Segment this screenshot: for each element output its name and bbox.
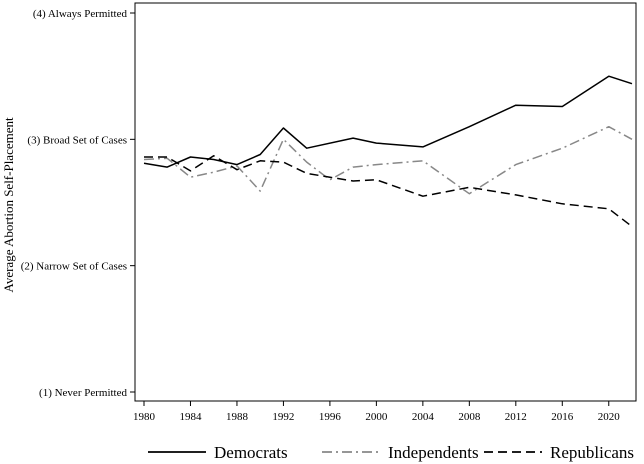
x-tick-label: 2008 <box>458 411 481 423</box>
y-axis-title: Average Abortion Self-Placement <box>1 117 16 293</box>
y-tick-label: (2) Narrow Set of Cases <box>21 261 127 273</box>
y-tick-label: (3) Broad Set of Cases <box>27 134 127 146</box>
plot-frame <box>134 2 637 402</box>
legend: Democrats Independents Republicans <box>148 443 634 462</box>
x-tick-label: 1980 <box>133 411 156 423</box>
series-line-independents <box>143 125 633 195</box>
x-tick-label: 2012 <box>505 411 527 423</box>
x-tick-label: 2000 <box>365 411 388 423</box>
y-tick-label: (1) Never Permitted <box>39 387 127 399</box>
x-tick-label: 1988 <box>226 411 249 423</box>
series-lines <box>143 75 633 228</box>
x-tick-label: 2016 <box>551 411 574 423</box>
x-tick-label: 2020 <box>598 411 621 423</box>
x-tick-label: 1992 <box>272 411 294 423</box>
x-axis: 1980 1984 1988 1992 1996 2000 2004 2008 2012 2016… <box>133 401 620 423</box>
series-line-democrats <box>143 75 633 168</box>
plot-border <box>134 2 637 402</box>
legend-label-democrats: Democrats <box>214 443 288 462</box>
series-line-republicans <box>144 155 633 228</box>
x-tick-label: 1996 <box>319 411 342 423</box>
legend-label-independents: Independents <box>388 443 479 462</box>
x-tick-label: 1984 <box>179 411 202 423</box>
legend-label-republicans: Republicans <box>550 443 634 462</box>
y-tick-label: (4) Always Permitted <box>33 8 128 20</box>
y-axis: (4) Always Permitted (3) Broad Set of Cas… <box>21 8 135 399</box>
x-tick-label: 2004 <box>412 411 435 423</box>
